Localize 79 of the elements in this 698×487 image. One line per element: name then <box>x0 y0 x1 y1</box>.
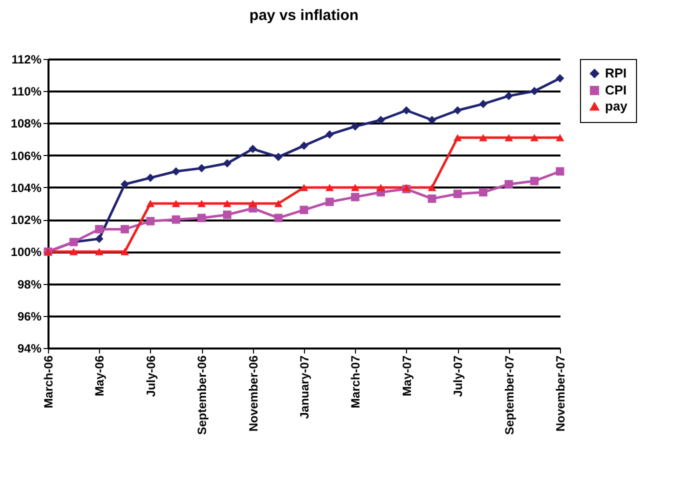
y-tick-label: 112% <box>11 52 42 66</box>
legend-label: CPI <box>605 82 627 98</box>
point <box>120 248 129 256</box>
y-tick-label: 98% <box>17 277 42 292</box>
point <box>351 192 360 202</box>
point <box>95 234 104 244</box>
point <box>402 106 411 115</box>
point <box>197 200 206 208</box>
point <box>95 248 104 256</box>
point <box>504 180 513 188</box>
point <box>146 216 155 226</box>
x-tick-label: November-06 <box>246 355 260 432</box>
point <box>453 190 462 198</box>
y-tick-label: 96% <box>17 309 42 324</box>
point <box>428 116 436 124</box>
point <box>248 144 257 154</box>
point <box>479 100 488 108</box>
x-tick-label: March-06 <box>42 355 56 408</box>
point <box>248 200 257 208</box>
y-tick-label: 94% <box>17 342 42 356</box>
point <box>223 210 232 219</box>
x-tick-label: May-06 <box>92 355 107 396</box>
point <box>530 134 539 142</box>
point <box>197 164 206 172</box>
point <box>120 180 129 188</box>
y-tick-label: 106% <box>10 148 42 163</box>
y-tick-label: 102% <box>10 213 42 228</box>
point <box>146 200 155 208</box>
point <box>351 122 360 131</box>
x-tick-label: May-07 <box>400 355 414 396</box>
legend-label: pay <box>605 98 628 114</box>
point <box>274 152 283 162</box>
point <box>428 184 436 192</box>
x-tick-label: July-07 <box>451 355 466 397</box>
y-tick-label: 108% <box>10 116 42 131</box>
x-tick-label: March-07 <box>348 355 363 408</box>
point <box>428 194 436 203</box>
point <box>453 134 462 142</box>
point <box>556 167 564 176</box>
point <box>172 167 180 176</box>
point <box>300 142 308 150</box>
point <box>300 184 308 192</box>
point <box>325 184 334 192</box>
y-tick-label: 104% <box>10 180 42 195</box>
point <box>69 248 78 256</box>
point <box>172 200 180 208</box>
point <box>376 116 385 124</box>
chart-title: pay vs inflation <box>249 7 359 24</box>
point <box>172 215 180 224</box>
point <box>530 176 539 186</box>
point <box>479 134 488 142</box>
x-tick-label: November-07 <box>554 355 568 432</box>
point <box>556 74 564 82</box>
point <box>325 198 334 206</box>
point <box>351 184 360 192</box>
point <box>376 184 385 192</box>
point <box>530 86 539 96</box>
point <box>120 225 129 234</box>
point <box>223 159 232 168</box>
point <box>504 92 513 100</box>
x-tick-label: September-06 <box>195 355 210 435</box>
point <box>479 188 488 196</box>
point <box>504 134 513 142</box>
point <box>223 200 232 208</box>
point <box>453 106 462 115</box>
y-tick-label: 110% <box>11 84 42 99</box>
point <box>274 214 283 222</box>
x-tick-label: January-07 <box>298 355 312 419</box>
point <box>300 206 308 214</box>
y-tick-label: 100% <box>10 245 42 260</box>
point <box>274 200 283 208</box>
x-tick-label: September-07 <box>502 355 516 435</box>
point <box>556 134 564 142</box>
point <box>95 225 104 234</box>
point <box>325 130 334 139</box>
x-tick-label: July-06 <box>144 355 158 397</box>
point <box>146 174 155 182</box>
point <box>197 214 206 222</box>
legend-label: RPI <box>605 66 627 80</box>
